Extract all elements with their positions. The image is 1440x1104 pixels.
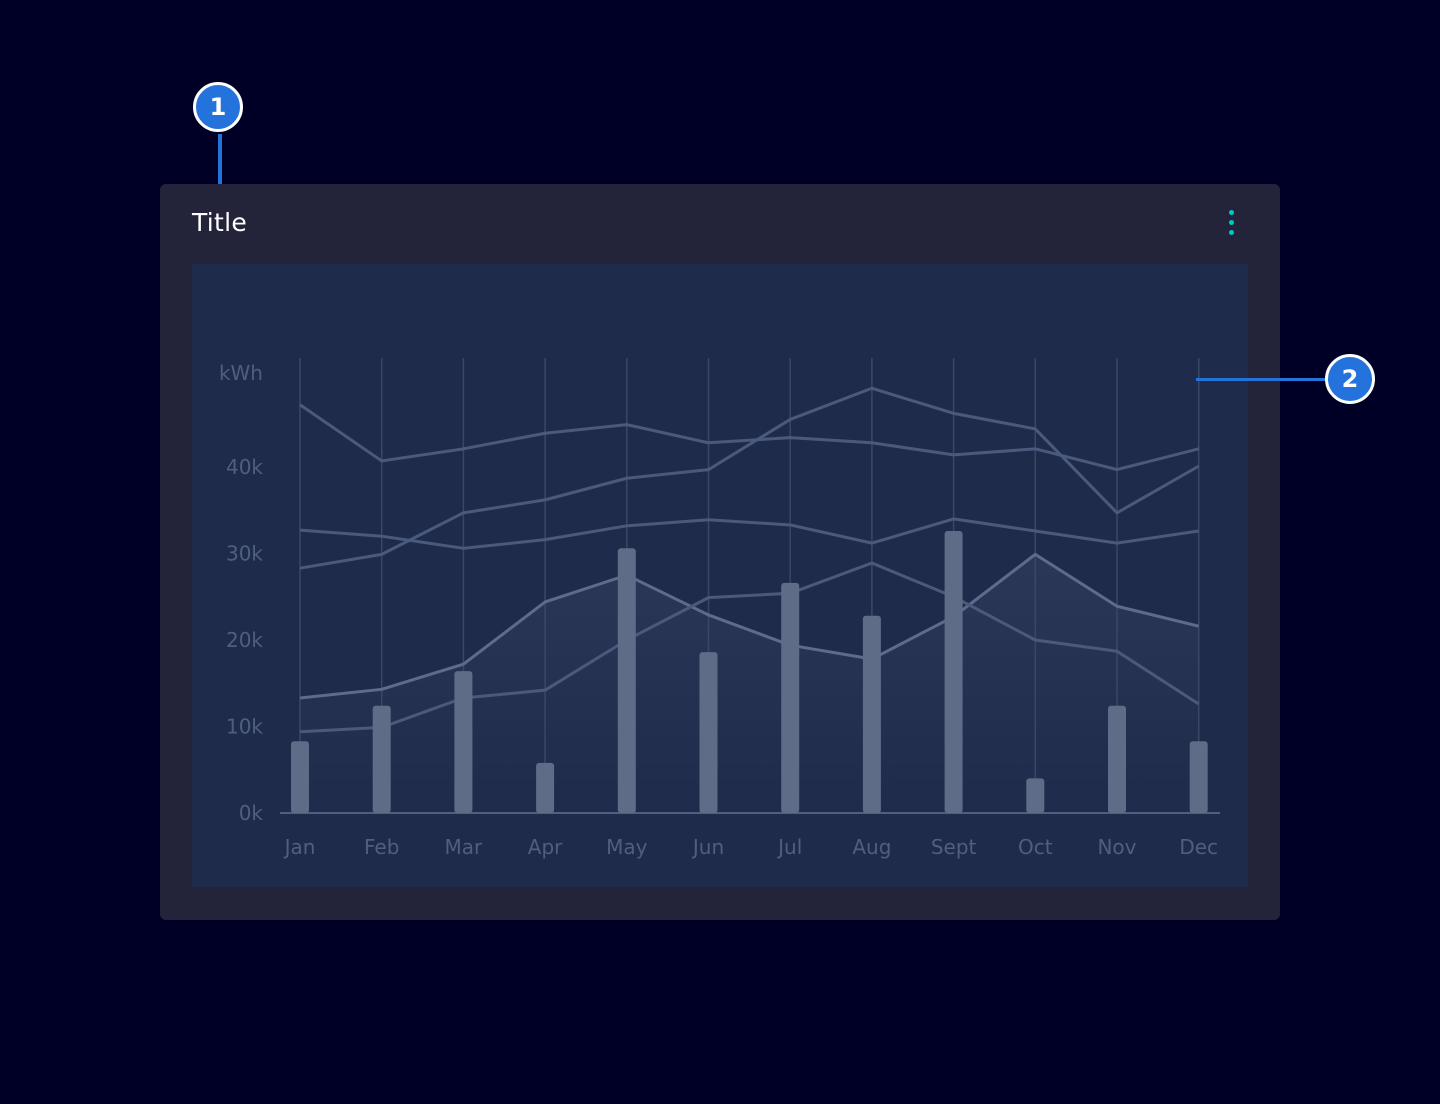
bar-mar — [454, 671, 473, 813]
x-tick-label: Feb — [364, 835, 399, 859]
y-tick-label: 0k — [239, 801, 264, 825]
bar-nov — [1108, 705, 1126, 813]
bar-sept — [944, 531, 963, 813]
series-line-1 — [299, 403, 1200, 472]
y-tick-label: 40k — [226, 455, 263, 479]
bar-oct — [1026, 778, 1045, 813]
series-line-5 — [299, 561, 1200, 734]
series-line-2 — [299, 386, 1200, 570]
bar-dec — [1189, 741, 1208, 813]
bar-jul — [781, 582, 800, 813]
card-title: Title — [192, 208, 248, 237]
x-tick-label: Aug — [852, 835, 891, 859]
x-tick-label: Apr — [528, 835, 563, 859]
series-area-fill — [300, 554, 1199, 813]
x-tick-label: Dec — [1179, 835, 1218, 859]
x-tick-label: Jun — [691, 835, 724, 859]
x-tick-label: Jul — [776, 835, 802, 859]
annotation-1-badge: 1 — [193, 82, 243, 132]
x-tick-label: Jan — [283, 835, 316, 859]
annotation-2-badge: 2 — [1325, 354, 1375, 404]
bar-jun — [699, 652, 718, 813]
bar-aug — [862, 615, 881, 813]
chart: Jan Feb Mar Apr May Jun Jul Aug Sept Oct Nov Dec 0k 1… — [219, 358, 1220, 859]
y-tick-label: 10k — [226, 715, 263, 739]
series-line-4 — [299, 552, 1200, 700]
more-vertical-icon[interactable] — [1222, 208, 1240, 240]
y-axis-label: kWh — [219, 361, 263, 385]
chart-card: Title Jan Feb Mar Apr May Jun Jul Aug Sept Oct Nov… — [160, 184, 1280, 920]
bar-feb — [372, 705, 391, 813]
annotation-1-leader — [218, 134, 222, 198]
bar-apr — [536, 762, 555, 813]
x-tick-label: Nov — [1097, 835, 1136, 859]
bar-may — [617, 548, 636, 813]
bar-jan — [291, 741, 309, 813]
x-tick-label: Mar — [445, 835, 484, 859]
annotation-2-leader — [1196, 378, 1326, 381]
x-tick-label: Sept — [931, 835, 977, 859]
x-tick-label: Oct — [1018, 835, 1053, 859]
y-tick-label: 20k — [226, 628, 263, 652]
x-tick-label: May — [606, 835, 648, 859]
chart-plot-area: Jan Feb Mar Apr May Jun Jul Aug Sept Oct Nov Dec 0k 1… — [192, 264, 1248, 887]
series-line-3 — [299, 517, 1199, 550]
y-tick-label: 30k — [226, 542, 263, 566]
